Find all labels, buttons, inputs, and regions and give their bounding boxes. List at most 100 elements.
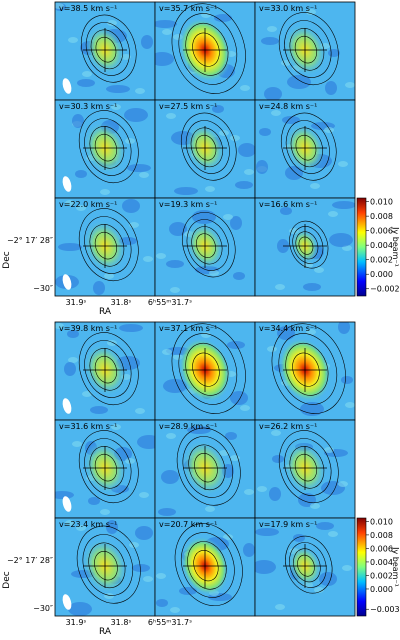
- noise-blob: [205, 506, 215, 512]
- noise-blob: [132, 564, 150, 572]
- contour: [294, 35, 318, 64]
- noise-blob: [68, 602, 92, 616]
- panel-image: [55, 198, 155, 296]
- noise-blob: [72, 114, 84, 128]
- contour: [278, 12, 339, 86]
- channel-panel: v=24.8 km s⁻¹: [254, 99, 356, 199]
- contour: [89, 446, 125, 489]
- contour: [178, 13, 238, 85]
- colorbar-tick-label: 0.004: [370, 558, 393, 567]
- contour: [89, 348, 125, 391]
- noise-blob: [227, 341, 245, 349]
- contour: [193, 550, 219, 582]
- colorbar-tick-label: 0.000: [370, 270, 393, 279]
- panel-image: [155, 420, 255, 518]
- colorbar-tick-label: 0.008: [370, 531, 393, 540]
- noise-blob: [143, 576, 153, 582]
- noise-blob: [300, 402, 324, 416]
- channel-panel: v=39.8 km s⁻¹: [54, 321, 156, 421]
- noise-blob: [127, 164, 151, 172]
- noise-blob: [125, 458, 135, 464]
- beam: [62, 594, 72, 610]
- velocity-label: v=27.5 km s⁻¹: [159, 102, 217, 111]
- panel-image: [55, 420, 155, 518]
- noise-blob: [345, 402, 355, 408]
- panel-frame: [254, 197, 356, 297]
- noise-blob: [223, 214, 233, 220]
- noise-blob: [124, 108, 148, 122]
- noise-blob: [93, 281, 105, 295]
- panel-image: [255, 518, 355, 616]
- noise-blob: [293, 534, 305, 542]
- noise-blob: [280, 207, 292, 215]
- contour: [89, 126, 125, 169]
- noise-blob: [68, 357, 78, 363]
- contour: [84, 118, 132, 176]
- channel-panel: v=30.3 km s⁻¹: [54, 99, 156, 199]
- beam: [62, 176, 72, 192]
- velocity-label: v=38.5 km s⁻¹: [59, 4, 117, 13]
- channel-panel: v=23.4 km s⁻¹: [54, 517, 156, 617]
- contour: [171, 3, 246, 94]
- noise-blob: [277, 326, 295, 340]
- channel-panel: v=38.5 km s⁻¹: [54, 1, 156, 101]
- noise-blob: [135, 88, 145, 94]
- noise-blob: [72, 441, 82, 447]
- noise-blob: [285, 166, 303, 180]
- noise-blob: [238, 143, 255, 157]
- noise-blob: [310, 503, 320, 509]
- noise-blob: [135, 526, 153, 540]
- noise-blob: [324, 127, 334, 133]
- noise-blob: [267, 26, 277, 32]
- contour: [289, 542, 327, 588]
- contour: [85, 22, 130, 76]
- contour: [95, 36, 117, 63]
- noise-blob: [209, 270, 219, 276]
- colorbar-tick-label: 0.010: [370, 198, 393, 207]
- noise-blob: [141, 35, 153, 49]
- x-tick-label: 31.8ˢ: [111, 298, 132, 307]
- contour: [178, 333, 238, 405]
- contour: [84, 216, 132, 274]
- contour: [185, 22, 229, 76]
- contour: [292, 352, 320, 387]
- panel-frame: [254, 517, 356, 617]
- noise-blob: [158, 508, 176, 516]
- noise-blob: [104, 273, 114, 279]
- contour: [297, 554, 315, 577]
- beam: [62, 78, 72, 94]
- colorbar-tick-label: 0.002: [370, 256, 393, 265]
- velocity-label: v=28.9 km s⁻¹: [159, 422, 217, 431]
- noise-blob: [143, 256, 153, 262]
- noise-blob: [275, 284, 285, 290]
- noise-blob: [82, 391, 92, 397]
- noise-blob: [287, 75, 311, 89]
- velocity-label: v=23.4 km s⁻¹: [59, 520, 117, 529]
- noise-blob: [65, 200, 75, 206]
- contour: [88, 542, 126, 589]
- noise-blob: [166, 260, 184, 268]
- noise-blob: [129, 542, 139, 548]
- noise-blob: [170, 287, 180, 293]
- noise-blob: [261, 37, 279, 45]
- panel-image: [55, 100, 155, 198]
- velocity-label: v=26.2 km s⁻¹: [259, 422, 317, 431]
- noise-blob: [104, 593, 114, 599]
- channel-panel: v=28.9 km s⁻¹: [154, 419, 256, 519]
- contour: [171, 323, 246, 414]
- noise-blob: [255, 528, 279, 536]
- contour: [194, 453, 218, 483]
- x-tick-label: 31.9ˢ: [66, 618, 87, 627]
- contour: [190, 127, 224, 168]
- channel-panel: v=19.3 km s⁻¹: [154, 197, 256, 297]
- noise-blob: [272, 455, 284, 463]
- noise-blob: [338, 161, 348, 167]
- noise-blob: [233, 272, 245, 280]
- noise-blob: [230, 391, 248, 405]
- contour: [192, 32, 220, 67]
- noise-blob: [169, 222, 187, 236]
- velocity-label: v=16.6 km s⁻¹: [259, 200, 317, 209]
- y-tick-label: −30″: [33, 604, 53, 613]
- x-tick-label: 31.9ˢ: [66, 298, 87, 307]
- noise-blob: [162, 349, 172, 355]
